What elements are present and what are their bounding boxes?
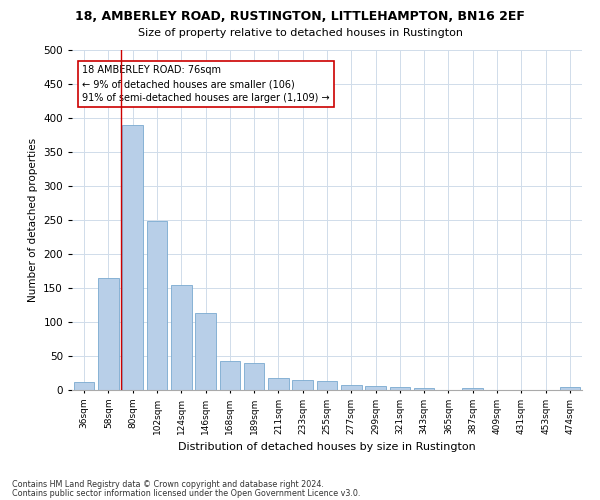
Text: Contains public sector information licensed under the Open Government Licence v3: Contains public sector information licen… [12,489,361,498]
Bar [98,278,119,390]
Bar [171,284,191,390]
Bar [389,386,410,390]
Bar [463,388,483,390]
Text: 18, AMBERLEY ROAD, RUSTINGTON, LITTLEHAMPTON, BN16 2EF: 18, AMBERLEY ROAD, RUSTINGTON, LITTLEHAM… [75,10,525,23]
Bar [268,378,289,390]
Bar [195,313,216,390]
Bar [122,125,143,390]
Text: 18 AMBERLEY ROAD: 76sqm
← 9% of detached houses are smaller (106)
91% of semi-de: 18 AMBERLEY ROAD: 76sqm ← 9% of detached… [82,66,330,104]
Bar [365,386,386,390]
Bar [292,380,313,390]
Text: Contains HM Land Registry data © Crown copyright and database right 2024.: Contains HM Land Registry data © Crown c… [12,480,324,489]
Text: Size of property relative to detached houses in Rustington: Size of property relative to detached ho… [137,28,463,38]
Bar [341,384,362,390]
Bar [244,363,265,390]
Bar [414,388,434,390]
Bar [317,381,337,390]
Bar [146,222,167,390]
Bar [560,388,580,390]
Y-axis label: Number of detached properties: Number of detached properties [28,138,38,302]
X-axis label: Distribution of detached houses by size in Rustington: Distribution of detached houses by size … [178,442,476,452]
Bar [220,362,240,390]
Bar [74,382,94,390]
